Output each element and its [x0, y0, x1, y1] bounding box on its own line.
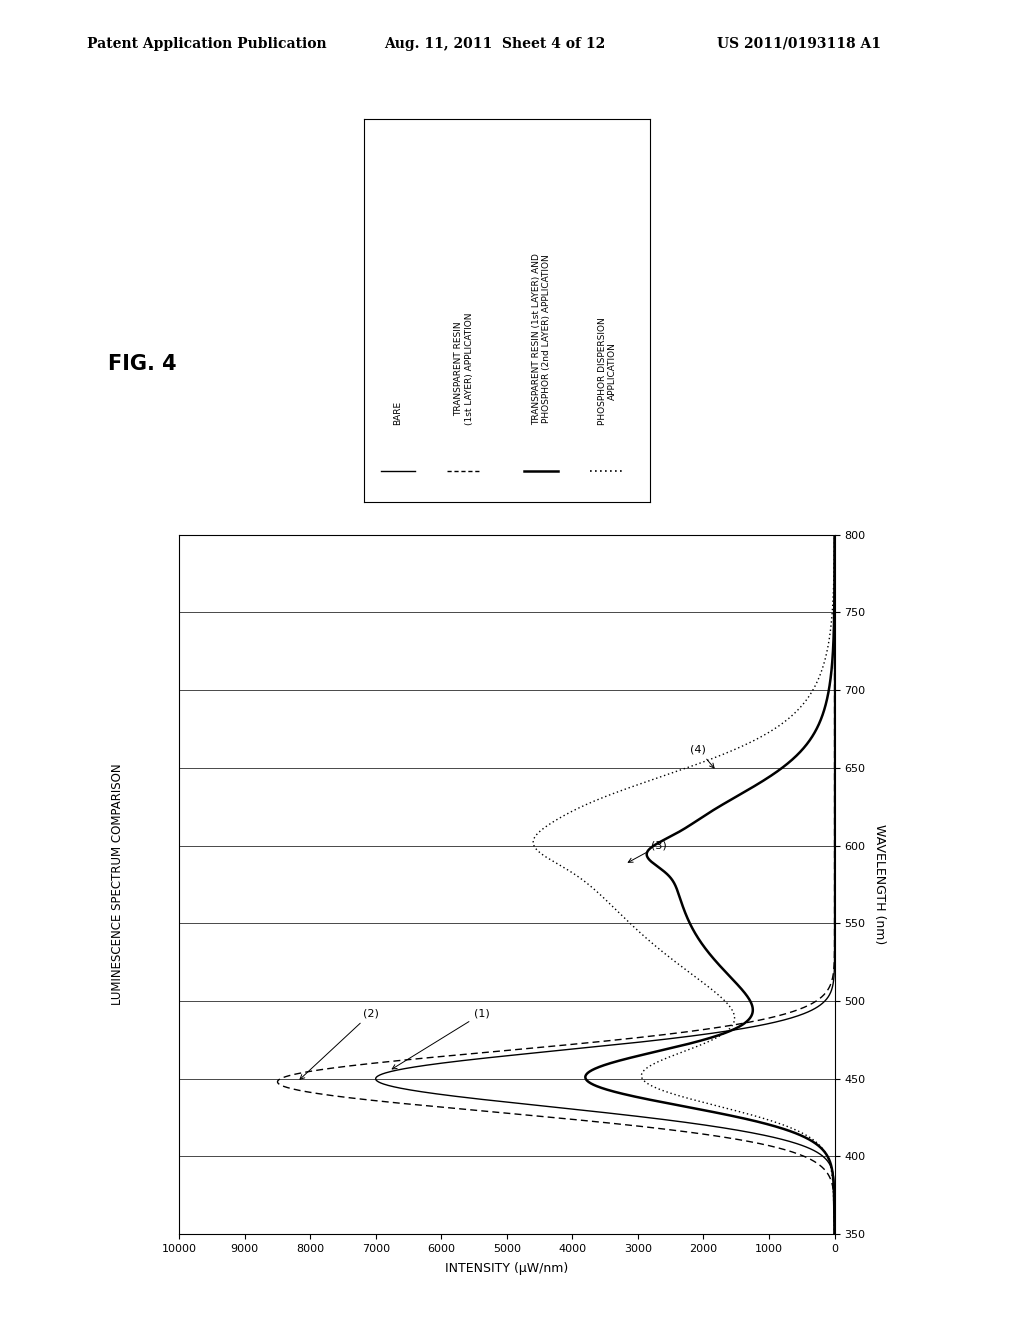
Text: LUMINESCENCE SPECTRUM COMPARISON: LUMINESCENCE SPECTRUM COMPARISON — [112, 763, 124, 1006]
Y-axis label: WAVELENGTH (nm): WAVELENGTH (nm) — [873, 824, 886, 945]
Text: (4): (4) — [690, 744, 714, 768]
Text: BARE: BARE — [393, 401, 402, 425]
Text: US 2011/0193118 A1: US 2011/0193118 A1 — [717, 37, 881, 50]
Text: FIG. 4: FIG. 4 — [108, 354, 176, 374]
X-axis label: INTENSITY (μW/nm): INTENSITY (μW/nm) — [445, 1262, 568, 1275]
Text: (2): (2) — [300, 1008, 379, 1080]
Text: Aug. 11, 2011  Sheet 4 of 12: Aug. 11, 2011 Sheet 4 of 12 — [384, 37, 605, 50]
Text: (1): (1) — [392, 1008, 489, 1069]
Text: TRANSPARENT RESIN (1st LAYER) AND
PHOSPHOR (2nd LAYER) APPLICATION: TRANSPARENT RESIN (1st LAYER) AND PHOSPH… — [531, 253, 551, 425]
Text: (3): (3) — [629, 841, 667, 862]
Text: Patent Application Publication: Patent Application Publication — [87, 37, 327, 50]
Text: PHOSPHOR DISPERSION
APPLICATION: PHOSPHOR DISPERSION APPLICATION — [598, 317, 616, 425]
Text: TRANSPARENT RESIN
(1st LAYER) APPLICATION: TRANSPARENT RESIN (1st LAYER) APPLICATIO… — [455, 313, 473, 425]
